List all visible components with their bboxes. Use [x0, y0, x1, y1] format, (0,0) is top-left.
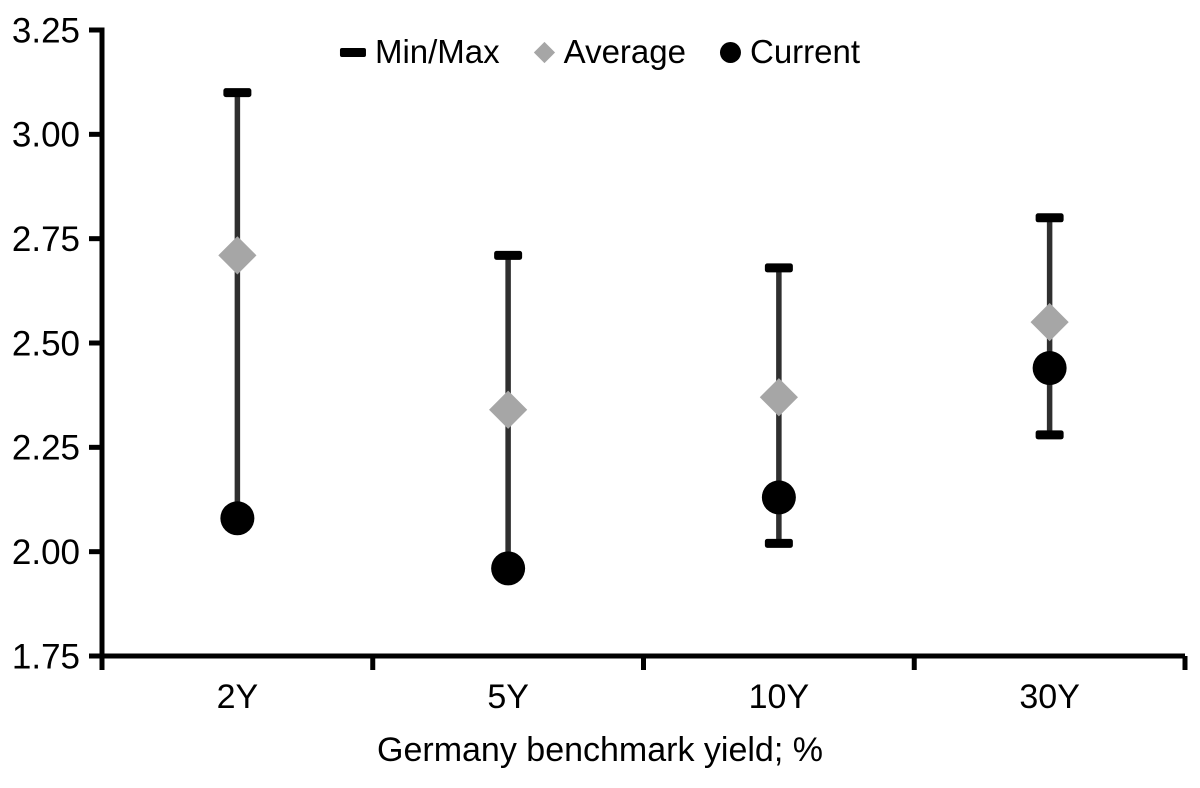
y-tick-label-3.00: 3.00 [12, 116, 80, 155]
max-cap-10Y [764, 263, 793, 273]
x-tick-label-30Y: 30Y [1019, 678, 1080, 716]
max-cap-2Y [223, 88, 252, 98]
x-axis-title: Germany benchmark yield; % [377, 731, 823, 769]
y-tick-label-1.75: 1.75 [12, 637, 80, 676]
legend-label-minmax: Min/Max [374, 33, 500, 70]
min-cap-30Y [1035, 430, 1064, 440]
legend-label-average: Average [563, 33, 686, 70]
y-tick-label-2.75: 2.75 [12, 220, 80, 259]
x-tick-label-10Y: 10Y [749, 678, 810, 716]
legend-item-current: Current [719, 30, 861, 74]
legend-item-average: Average [533, 30, 686, 74]
x-tick-label-5Y: 5Y [487, 678, 529, 716]
current-marker-5Y [491, 551, 526, 586]
current-marker-2Y [220, 501, 255, 536]
average-marker-5Y [489, 390, 528, 429]
y-tick-label-3.25: 3.25 [12, 11, 80, 50]
y-tick-label-2.00: 2.00 [12, 533, 80, 572]
chart-legend: Min/Max Average Current [339, 30, 861, 74]
x-tick-label-2Y: 2Y [217, 678, 259, 716]
minmax-dash-icon [339, 47, 366, 57]
y-tick-label-2.25: 2.25 [12, 429, 80, 468]
current-marker-30Y [1032, 351, 1067, 386]
average-marker-2Y [218, 236, 257, 275]
y-tick-label-2.50: 2.50 [12, 324, 80, 363]
min-cap-10Y [764, 538, 793, 548]
average-marker-10Y [759, 378, 798, 417]
max-cap-5Y [494, 250, 523, 260]
legend-item-minmax: Min/Max [339, 30, 500, 74]
current-circle-icon [719, 41, 741, 63]
max-cap-30Y [1035, 213, 1064, 223]
current-marker-10Y [761, 480, 796, 515]
average-marker-30Y [1030, 303, 1069, 342]
legend-label-current: Current [749, 33, 861, 70]
